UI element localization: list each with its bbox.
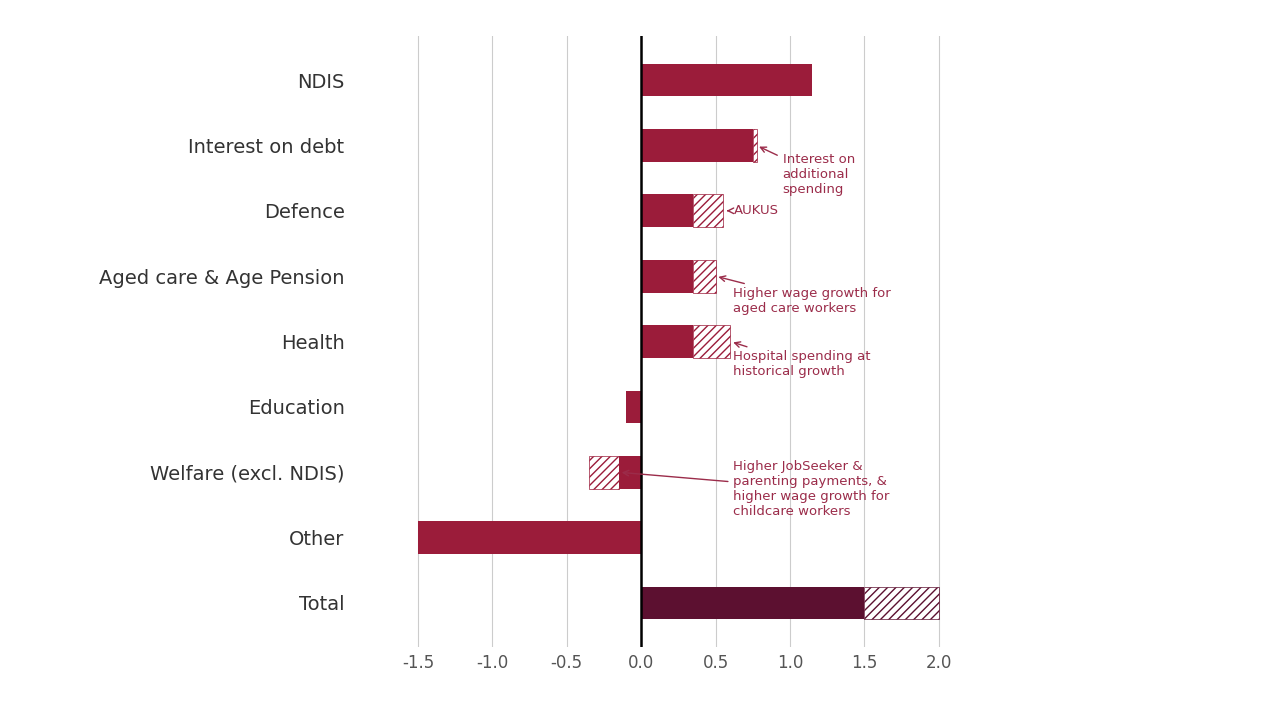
Bar <box>626 390 641 423</box>
Bar <box>694 260 716 293</box>
Bar <box>641 194 694 227</box>
Bar <box>641 64 813 96</box>
Bar <box>864 587 938 619</box>
Bar <box>641 129 753 162</box>
Bar <box>694 325 731 358</box>
Bar <box>694 260 716 293</box>
Bar <box>753 129 758 162</box>
Text: Interest on
additional
spending: Interest on additional spending <box>760 147 855 196</box>
Bar <box>589 456 618 489</box>
Bar <box>641 260 694 293</box>
Bar <box>589 456 641 489</box>
Bar <box>641 587 864 619</box>
Bar <box>419 521 641 554</box>
Text: Hospital spending at
historical growth: Hospital spending at historical growth <box>733 342 870 378</box>
Text: Higher JobSeeker &
parenting payments, &
higher wage growth for
childcare worker: Higher JobSeeker & parenting payments, &… <box>623 459 890 518</box>
Bar <box>641 325 694 358</box>
Bar <box>694 325 731 358</box>
Text: AUKUS: AUKUS <box>727 204 778 217</box>
Bar <box>589 456 618 489</box>
Bar <box>694 194 723 227</box>
Bar <box>694 194 723 227</box>
Bar <box>864 587 938 619</box>
Bar <box>753 129 758 162</box>
Text: Higher wage growth for
aged care workers: Higher wage growth for aged care workers <box>719 276 891 315</box>
